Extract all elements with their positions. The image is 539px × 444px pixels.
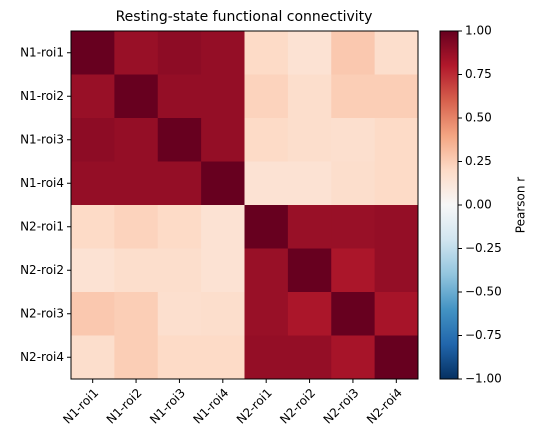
y-tick-label: N2-roi4: [20, 350, 64, 364]
heatmap-cell: [201, 118, 245, 162]
heatmap-cell: [157, 335, 202, 380]
heatmap-cell: [114, 248, 159, 293]
heatmap-cell: [374, 74, 419, 119]
heatmap-cell: [114, 335, 159, 380]
colorbar-tick-label: 0.25: [465, 154, 492, 168]
heatmap-cell: [71, 74, 115, 119]
heatmap-cell: [201, 74, 245, 119]
heatmap-cell: [331, 248, 376, 293]
heatmap-cell: [71, 205, 115, 249]
y-tick-label: N2-roi2: [20, 263, 64, 277]
heatmap-cell: [71, 118, 115, 162]
colorbar-tick-label: −0.50: [465, 285, 502, 299]
heatmap-cell: [287, 161, 332, 206]
heatmap-cell: [114, 292, 159, 336]
heatmap-cell: [201, 335, 245, 380]
x-tick-label: N1-roi1: [60, 386, 101, 427]
heatmap-cell: [244, 248, 289, 293]
heatmap-cell: [157, 205, 202, 249]
heatmap-cell: [331, 31, 376, 75]
heatmap-cell: [287, 292, 332, 336]
heatmap-cell: [374, 161, 419, 206]
heatmap-cell: [331, 74, 376, 119]
heatmap-cell: [157, 292, 202, 336]
y-tick-label: N1-roi1: [20, 45, 64, 59]
heatmap-cell: [157, 74, 202, 119]
heatmap-cell: [244, 118, 289, 162]
x-tick-label: N1-roi2: [104, 386, 145, 427]
heatmap-cell: [157, 248, 202, 293]
heatmap-cell: [157, 118, 202, 162]
heatmap-cell: [114, 118, 159, 162]
y-tick-label: N2-roi1: [20, 219, 64, 233]
x-tick-label: N1-roi4: [190, 386, 231, 427]
heatmap-cell: [374, 335, 419, 380]
heatmap-cell: [287, 205, 332, 249]
x-tick-label: N2-roi2: [277, 386, 318, 427]
heatmap-cell: [114, 205, 159, 249]
y-tick-label: N1-roi4: [20, 176, 64, 190]
heatmap-cell: [287, 248, 332, 293]
heatmap-cell: [114, 31, 159, 75]
heatmap-cell: [71, 31, 115, 75]
heatmap-cell: [331, 118, 376, 162]
colorbar-tick-label: −1.00: [465, 372, 502, 386]
heatmap-cell: [244, 205, 289, 249]
heatmap-cell: [244, 31, 289, 75]
heatmap-cell: [157, 31, 202, 75]
heatmap-cell: [71, 248, 115, 293]
colorbar: [439, 30, 459, 380]
heatmap-cell: [71, 292, 115, 336]
colorbar-tick-label: −0.25: [465, 241, 502, 255]
heatmap-cell: [244, 292, 289, 336]
heatmap-cell: [374, 292, 419, 336]
y-tick-label: N2-roi3: [20, 306, 64, 320]
x-tick-label: N2-roi1: [234, 386, 275, 427]
x-tick-label: N1-roi3: [147, 386, 188, 427]
heatmap-cell: [244, 335, 289, 380]
heatmap-cell: [114, 74, 159, 119]
heatmap-cell: [374, 31, 419, 75]
colorbar-tick-label: 1.00: [465, 24, 492, 38]
colorbar-label: Pearson r: [514, 177, 528, 233]
heatmap-cell: [71, 335, 115, 380]
heatmap-cell: [331, 161, 376, 206]
heatmap-cell: [374, 205, 419, 249]
chart-title: Resting-state functional connectivity: [116, 9, 373, 25]
plot-frame: [70, 30, 419, 380]
heatmap-cell: [331, 205, 376, 249]
x-tick-label: N2-roi3: [321, 386, 362, 427]
heatmap-cell: [157, 161, 202, 206]
heatmap-cell: [374, 248, 419, 293]
heatmap-cell: [287, 74, 332, 119]
heatmap-cell: [287, 31, 332, 75]
x-tick-label: N2-roi4: [364, 386, 405, 427]
colorbar-tick-label: −0.75: [465, 328, 502, 342]
heatmap-cell: [201, 292, 245, 336]
heatmap-cell: [331, 292, 376, 336]
heatmap-cell: [331, 335, 376, 380]
heatmap-cell: [201, 161, 245, 206]
heatmap-cell: [201, 205, 245, 249]
heatmap-cell: [287, 118, 332, 162]
heatmap-cell: [244, 74, 289, 119]
heatmap-cell: [71, 161, 115, 206]
heatmap-cell: [114, 161, 159, 206]
heatmap-cell: [201, 31, 245, 75]
colorbar-tick-label: 0.00: [465, 198, 492, 212]
heatmap-cell: [201, 248, 245, 293]
heatmap-cell: [244, 161, 289, 206]
heatmap-cell: [374, 118, 419, 162]
y-tick-label: N1-roi3: [20, 132, 64, 146]
heatmap-cell: [287, 335, 332, 380]
y-tick-label: N1-roi2: [20, 89, 64, 103]
colorbar-tick-label: 0.50: [465, 111, 492, 125]
colorbar-tick-label: 0.75: [465, 67, 492, 81]
